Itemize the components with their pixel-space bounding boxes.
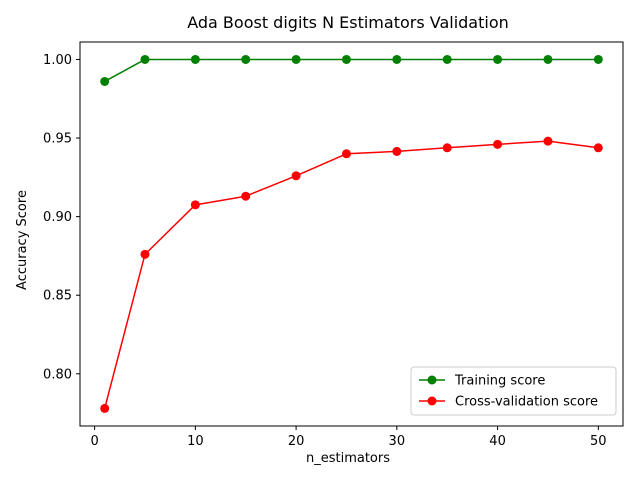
x-tick-label-1: 10 — [187, 434, 204, 449]
data-point-1-6 — [392, 146, 402, 156]
y-tick-label-1: 0.85 — [43, 289, 72, 304]
data-point-0-3 — [241, 54, 251, 64]
data-point-0-8 — [493, 54, 503, 64]
legend-label-1: Cross-validation score — [455, 395, 598, 410]
x-tick-label-4: 40 — [489, 434, 506, 449]
data-point-1-5 — [341, 149, 351, 159]
data-point-0-7 — [442, 54, 452, 64]
data-point-0-5 — [341, 54, 351, 64]
x-tick-label-0: 0 — [90, 434, 98, 449]
legend: Training score Cross-validation score — [410, 366, 617, 416]
data-point-1-3 — [241, 191, 251, 201]
data-point-0-1 — [140, 54, 150, 64]
y-tick-label-2: 0.90 — [43, 210, 72, 225]
data-point-0-9 — [543, 54, 553, 64]
chart-title: Ada Boost digits N Estimators Validation — [187, 13, 509, 32]
data-point-0-0 — [100, 76, 110, 86]
data-point-0-4 — [291, 54, 301, 64]
legend-label-0: Training score — [454, 374, 545, 389]
plot-frame — [79, 41, 624, 427]
x-tick-label-2: 20 — [288, 434, 305, 449]
legend-box — [410, 366, 617, 416]
data-point-1-7 — [442, 143, 452, 153]
data-point-0-6 — [392, 54, 402, 64]
data-point-1-0 — [100, 403, 110, 413]
legend-marker-0 — [427, 375, 437, 385]
legend-marker-1 — [427, 396, 437, 406]
axes: 0 10 20 30 40 50 0.80 0.85 0.90 0.95 1.00 — [43, 41, 624, 449]
data-point-1-1 — [140, 249, 150, 259]
y-axis-label: Accuracy Score — [15, 190, 30, 290]
data-point-1-9 — [543, 136, 553, 146]
plot-area — [100, 54, 603, 413]
data-point-0-2 — [190, 54, 200, 64]
y-tick-label-3: 0.95 — [43, 132, 72, 147]
data-point-1-10 — [593, 143, 603, 153]
data-point-1-2 — [190, 200, 200, 210]
data-point-1-4 — [291, 171, 301, 181]
x-tick-label-5: 50 — [590, 434, 607, 449]
data-point-1-8 — [493, 139, 503, 149]
y-tick-label-0: 0.80 — [43, 367, 72, 382]
data-point-0-10 — [593, 54, 603, 64]
x-axis-label: n_estimators — [306, 451, 390, 466]
x-tick-label-3: 30 — [389, 434, 406, 449]
y-tick-label-4: 1.00 — [43, 53, 72, 68]
